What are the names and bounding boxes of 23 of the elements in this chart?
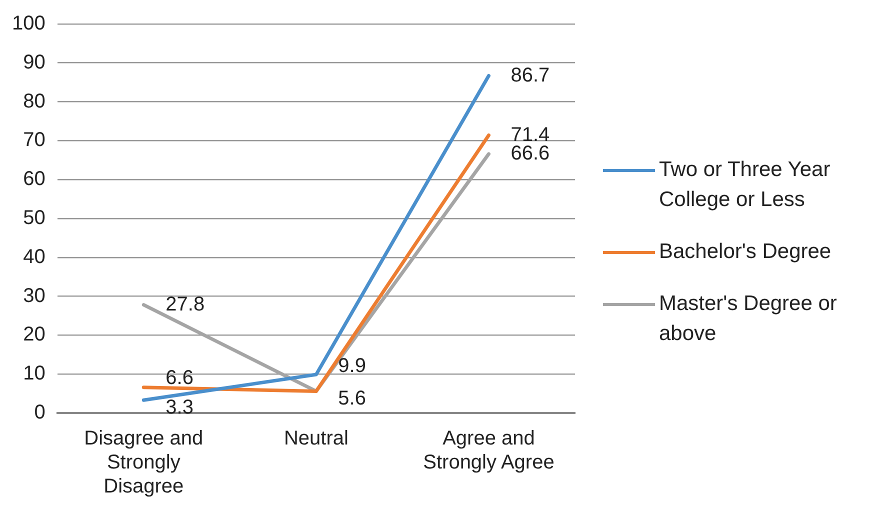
data-label: 27.8 (166, 293, 205, 316)
y-tick-label: 70 (23, 129, 46, 152)
y-tick-label: 90 (23, 51, 46, 74)
y-tick-label: 80 (23, 90, 46, 112)
data-label: 9.9 (338, 355, 366, 378)
legend-label: Bachelor's Degree (659, 239, 832, 265)
data-label: 86.7 (510, 64, 550, 86)
y-tick-label: 40 (23, 246, 46, 268)
y-tick-label: 0 (34, 402, 46, 424)
x-tick-label: Disagree and Strongly Disagree (84, 428, 204, 498)
y-tick-label: 100 (12, 12, 46, 35)
data-label: 6.6 (166, 366, 194, 389)
y-tick-label: 20 (23, 324, 46, 346)
y-tick-label: 50 (23, 207, 46, 230)
legend-label: Two or Three Year College or Less (659, 157, 832, 213)
x-tick-label: Neutral (284, 428, 348, 450)
legend-label: Master's Degree or above (659, 291, 838, 347)
y-tick-label: 10 (23, 362, 46, 385)
data-label: 5.6 (338, 388, 366, 410)
x-tick-label: Agree and Strongly Agree (423, 428, 554, 474)
y-tick-label: 30 (23, 284, 46, 307)
data-label: 3.3 (166, 396, 194, 419)
y-tick-label: 60 (23, 168, 46, 190)
